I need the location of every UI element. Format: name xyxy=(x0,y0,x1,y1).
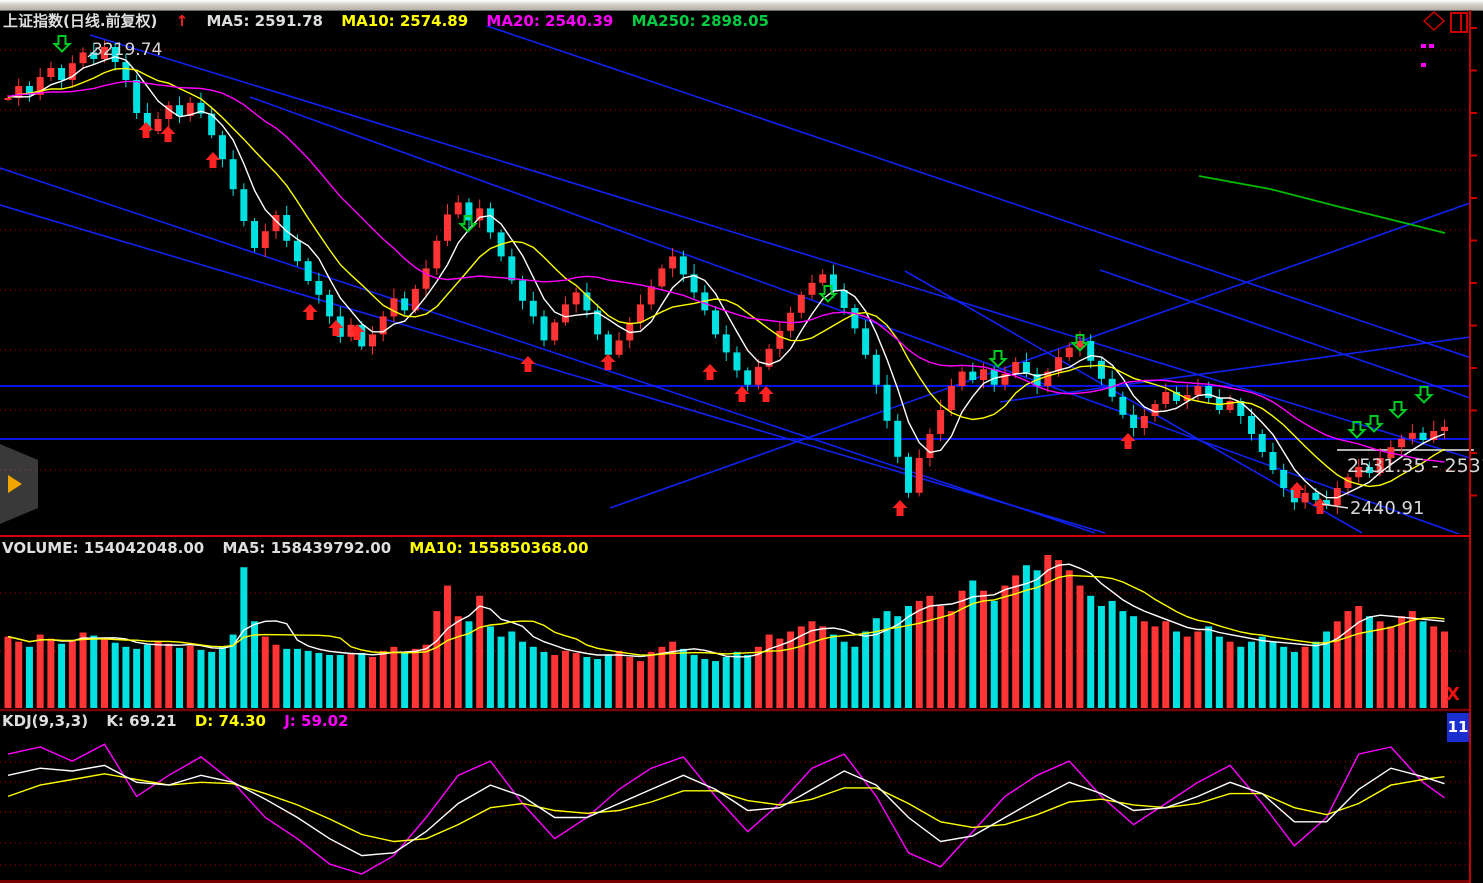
buy-arrow-icon xyxy=(1120,433,1136,449)
buy-arrow-icon xyxy=(328,320,344,336)
buy-arrow-icon xyxy=(1289,482,1305,498)
buy-arrow-icon xyxy=(138,122,154,138)
volume-readout: VOLUME: 154042048.00 xyxy=(2,539,205,557)
kdj-k-readout: K: 69.21 xyxy=(106,712,177,730)
sell-arrow-icon xyxy=(1388,401,1408,419)
ma5-readout: MA5: 2591.78 xyxy=(206,12,323,30)
sell-arrow-icon xyxy=(988,350,1008,368)
symbol-title: 上证指数(日线.前复权) xyxy=(3,12,158,30)
low-price-label: 2440.91 xyxy=(1350,498,1425,519)
split-window-icon[interactable] xyxy=(1449,11,1470,34)
buy-arrow-icon xyxy=(160,126,176,142)
buy-arrow-icon xyxy=(600,354,616,370)
buy-arrow-icon xyxy=(349,324,365,340)
up-arrow-icon: ↑ xyxy=(175,12,189,30)
buy-arrow-icon xyxy=(302,304,318,320)
main-chart-header: 上证指数(日线.前复权) ↑ MA5: 2591.78 MA10: 2574.8… xyxy=(3,10,782,31)
kdj-j-readout: J: 59.02 xyxy=(284,712,349,730)
buy-arrow-icon xyxy=(520,356,536,372)
period-badge[interactable]: 11 xyxy=(1447,713,1469,742)
sell-arrow-icon xyxy=(1414,386,1434,404)
sell-arrow-icon xyxy=(1364,415,1384,433)
axis xyxy=(0,10,1477,883)
signal-markers xyxy=(52,35,1434,516)
indicator-close-button[interactable]: X xyxy=(1446,684,1460,705)
sell-arrow-icon xyxy=(458,215,478,233)
kdj-lines xyxy=(7,743,1445,875)
price-ma-lines xyxy=(7,55,1445,499)
sidebar-slide-handle[interactable] xyxy=(0,444,38,524)
buy-arrow-icon xyxy=(1312,498,1328,514)
volume-bars xyxy=(4,555,1448,708)
buy-arrow-icon xyxy=(758,386,774,402)
buy-arrow-icon xyxy=(205,152,221,168)
low-leader-line xyxy=(1321,503,1349,509)
trendlines xyxy=(0,26,1469,534)
window-top-strip xyxy=(0,0,1483,11)
candles-group xyxy=(4,40,1448,515)
buy-arrow-icon xyxy=(892,500,908,516)
volume-ma10-readout: MA10: 155850368.00 xyxy=(409,539,589,557)
kdj-title: KDJ(9,3,3) xyxy=(2,712,89,730)
sell-arrow-icon xyxy=(52,35,72,53)
buy-arrow-icon xyxy=(734,386,750,402)
ma20-readout: MA20: 2540.39 xyxy=(486,12,614,30)
diamond-tool-icon[interactable] xyxy=(1422,10,1448,34)
ma10-readout: MA10: 2574.89 xyxy=(341,12,469,30)
high-price-label: 3219.74 xyxy=(92,40,163,60)
green-trendline xyxy=(1198,175,1446,234)
sell-arrow-icon xyxy=(818,285,838,303)
sell-arrow-icon xyxy=(1070,334,1090,352)
volume-pane-header: VOLUME: 154042048.00 MA5: 158439792.00 M… xyxy=(2,539,602,557)
kdj-d-readout: D: 74.30 xyxy=(194,712,266,730)
ma250-readout: MA250: 2898.05 xyxy=(631,12,769,30)
kdj-pane-header: KDJ(9,3,3) K: 69.21 D: 74.30 J: 59.02 xyxy=(2,712,361,730)
price-range-label: 2531.35 - 2531 xyxy=(1347,455,1483,477)
expand-arrow-icon xyxy=(8,475,22,493)
volume-ma5-readout: MA5: 158439792.00 xyxy=(222,539,392,557)
high-leader-line xyxy=(87,48,98,58)
ellipsis-dots-icon[interactable] xyxy=(1421,33,1443,67)
volume-ma-lines xyxy=(7,563,1445,658)
sell-arrow-icon xyxy=(1347,421,1367,439)
buy-arrow-icon xyxy=(702,364,718,380)
